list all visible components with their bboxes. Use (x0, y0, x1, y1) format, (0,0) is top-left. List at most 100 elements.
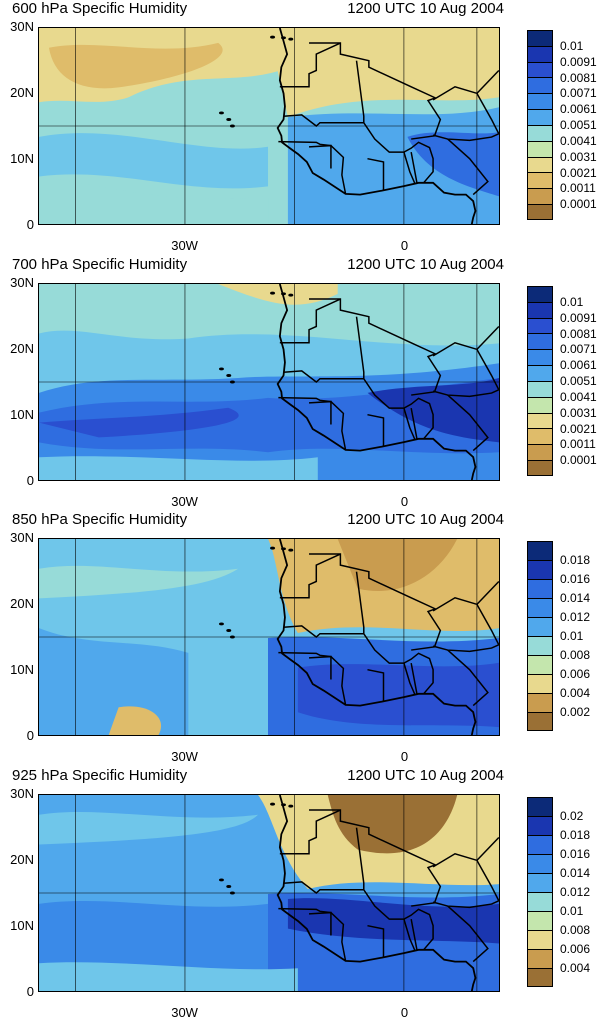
country-border (447, 394, 489, 452)
colorbar-label: 0.0031 (560, 149, 597, 164)
country-border (283, 571, 365, 638)
colorbar-label: 0.014 (560, 866, 591, 880)
colorbar-swatch (528, 817, 552, 836)
country-border (309, 42, 442, 140)
panel-time: 1200 UTC 10 Aug 2004 (347, 256, 504, 273)
colorbar-swatch (528, 694, 552, 713)
colorbar-label: 0.008 (560, 923, 591, 937)
colorbar-label: 0.0091 (560, 54, 597, 69)
country-border (363, 633, 434, 695)
x-tick-label: 0 (400, 1005, 409, 1020)
country-border (432, 596, 499, 646)
island (281, 803, 286, 807)
colorbar-label: 0.0061 (560, 102, 597, 117)
map-field (39, 284, 499, 480)
humidity-contour (39, 628, 189, 735)
country-border (367, 924, 385, 958)
colorbar-swatch (528, 461, 552, 475)
colorbar-swatch (528, 381, 552, 398)
colorbar-label: 0.018 (560, 553, 591, 567)
colorbar-label: 0.02 (560, 809, 584, 823)
map-panel-2: 850 hPa Specific Humidity 1200 UTC 10 Aug… (0, 511, 600, 766)
y-tick-label: 30N (10, 19, 34, 34)
colorbar-swatch (528, 429, 552, 446)
country-border (432, 900, 499, 909)
colorbar-label: 0.0041 (560, 389, 597, 404)
y-tick-label: 0 (26, 984, 34, 999)
country-border (403, 662, 416, 695)
colorbar-label: 0.016 (560, 847, 591, 861)
colorbar-swatch (528, 157, 552, 174)
country-border (447, 905, 489, 963)
colorbar-swatch (528, 912, 552, 931)
colorbar-swatch (528, 855, 552, 874)
map-panel-1: 700 hPa Specific Humidity 1200 UTC 10 Aug… (0, 256, 600, 511)
colorbar-swatch (528, 836, 552, 855)
colorbar-swatch (528, 637, 552, 656)
country-border (308, 655, 332, 680)
island (229, 635, 235, 639)
colorbar-label: 0.0021 (560, 165, 597, 180)
colorbar-label: 0.0041 (560, 133, 597, 148)
colorbar (527, 541, 553, 731)
colorbar-label: 0.0051 (560, 118, 597, 132)
country-border (309, 298, 442, 396)
island (281, 292, 286, 296)
colorbar-swatch (528, 893, 552, 912)
y-tick-label: 10N (10, 407, 34, 422)
y-tick-label: 10N (10, 918, 34, 933)
colorbar-swatch (528, 141, 552, 158)
country-border (309, 809, 442, 907)
y-tick-label: 0 (26, 728, 34, 743)
y-tick-label: 0 (26, 473, 34, 488)
island (218, 111, 224, 115)
country-border (363, 889, 434, 951)
humidity-contour (39, 176, 269, 224)
colorbar-swatch (528, 618, 552, 637)
colorbar-label: 0.008 (560, 648, 591, 662)
island (226, 117, 232, 121)
island (218, 878, 224, 882)
country-border (432, 389, 499, 398)
humidity-map (38, 283, 500, 481)
colorbar-swatch (528, 931, 552, 950)
coastline (276, 284, 477, 480)
country-border (432, 852, 499, 902)
humidity-contour (367, 378, 499, 443)
humidity-contour (39, 407, 239, 438)
colorbar-swatch (528, 78, 552, 95)
x-tick-label: 0 (400, 494, 409, 509)
country-border (367, 668, 385, 702)
colorbar-label: 0.006 (560, 667, 591, 681)
colorbar-swatch (528, 46, 552, 63)
island (288, 804, 294, 808)
island (218, 622, 224, 626)
country-border (403, 151, 416, 184)
colorbar-swatch (528, 561, 552, 580)
x-tick-label: 0 (400, 238, 409, 253)
colorbar-swatch (528, 445, 552, 462)
colorbar-label: 0.0081 (560, 70, 597, 85)
country-border (367, 413, 385, 447)
island (281, 36, 286, 40)
colorbar-swatch (528, 798, 552, 817)
colorbar-swatch (528, 334, 552, 351)
map-field (39, 28, 499, 224)
country-border (279, 809, 341, 855)
humidity-contour (327, 795, 458, 854)
colorbar-swatch (528, 413, 552, 430)
humidity-contour (287, 898, 499, 944)
colorbar-swatch (528, 287, 552, 303)
colorbar-swatch (528, 366, 552, 382)
country-border (476, 69, 499, 94)
colorbar-label: 0.01 (560, 294, 584, 309)
colorbar-swatch (528, 713, 552, 730)
humidity-contour (39, 962, 298, 991)
colorbar-label: 0.004 (560, 961, 591, 975)
colorbar-label: 0.0001 (560, 453, 597, 468)
colorbar-label: 0.016 (560, 572, 591, 586)
panel-title: 850 hPa Specific Humidity (12, 511, 188, 528)
colorbar-label: 0.0091 (560, 310, 597, 325)
island (270, 802, 276, 806)
